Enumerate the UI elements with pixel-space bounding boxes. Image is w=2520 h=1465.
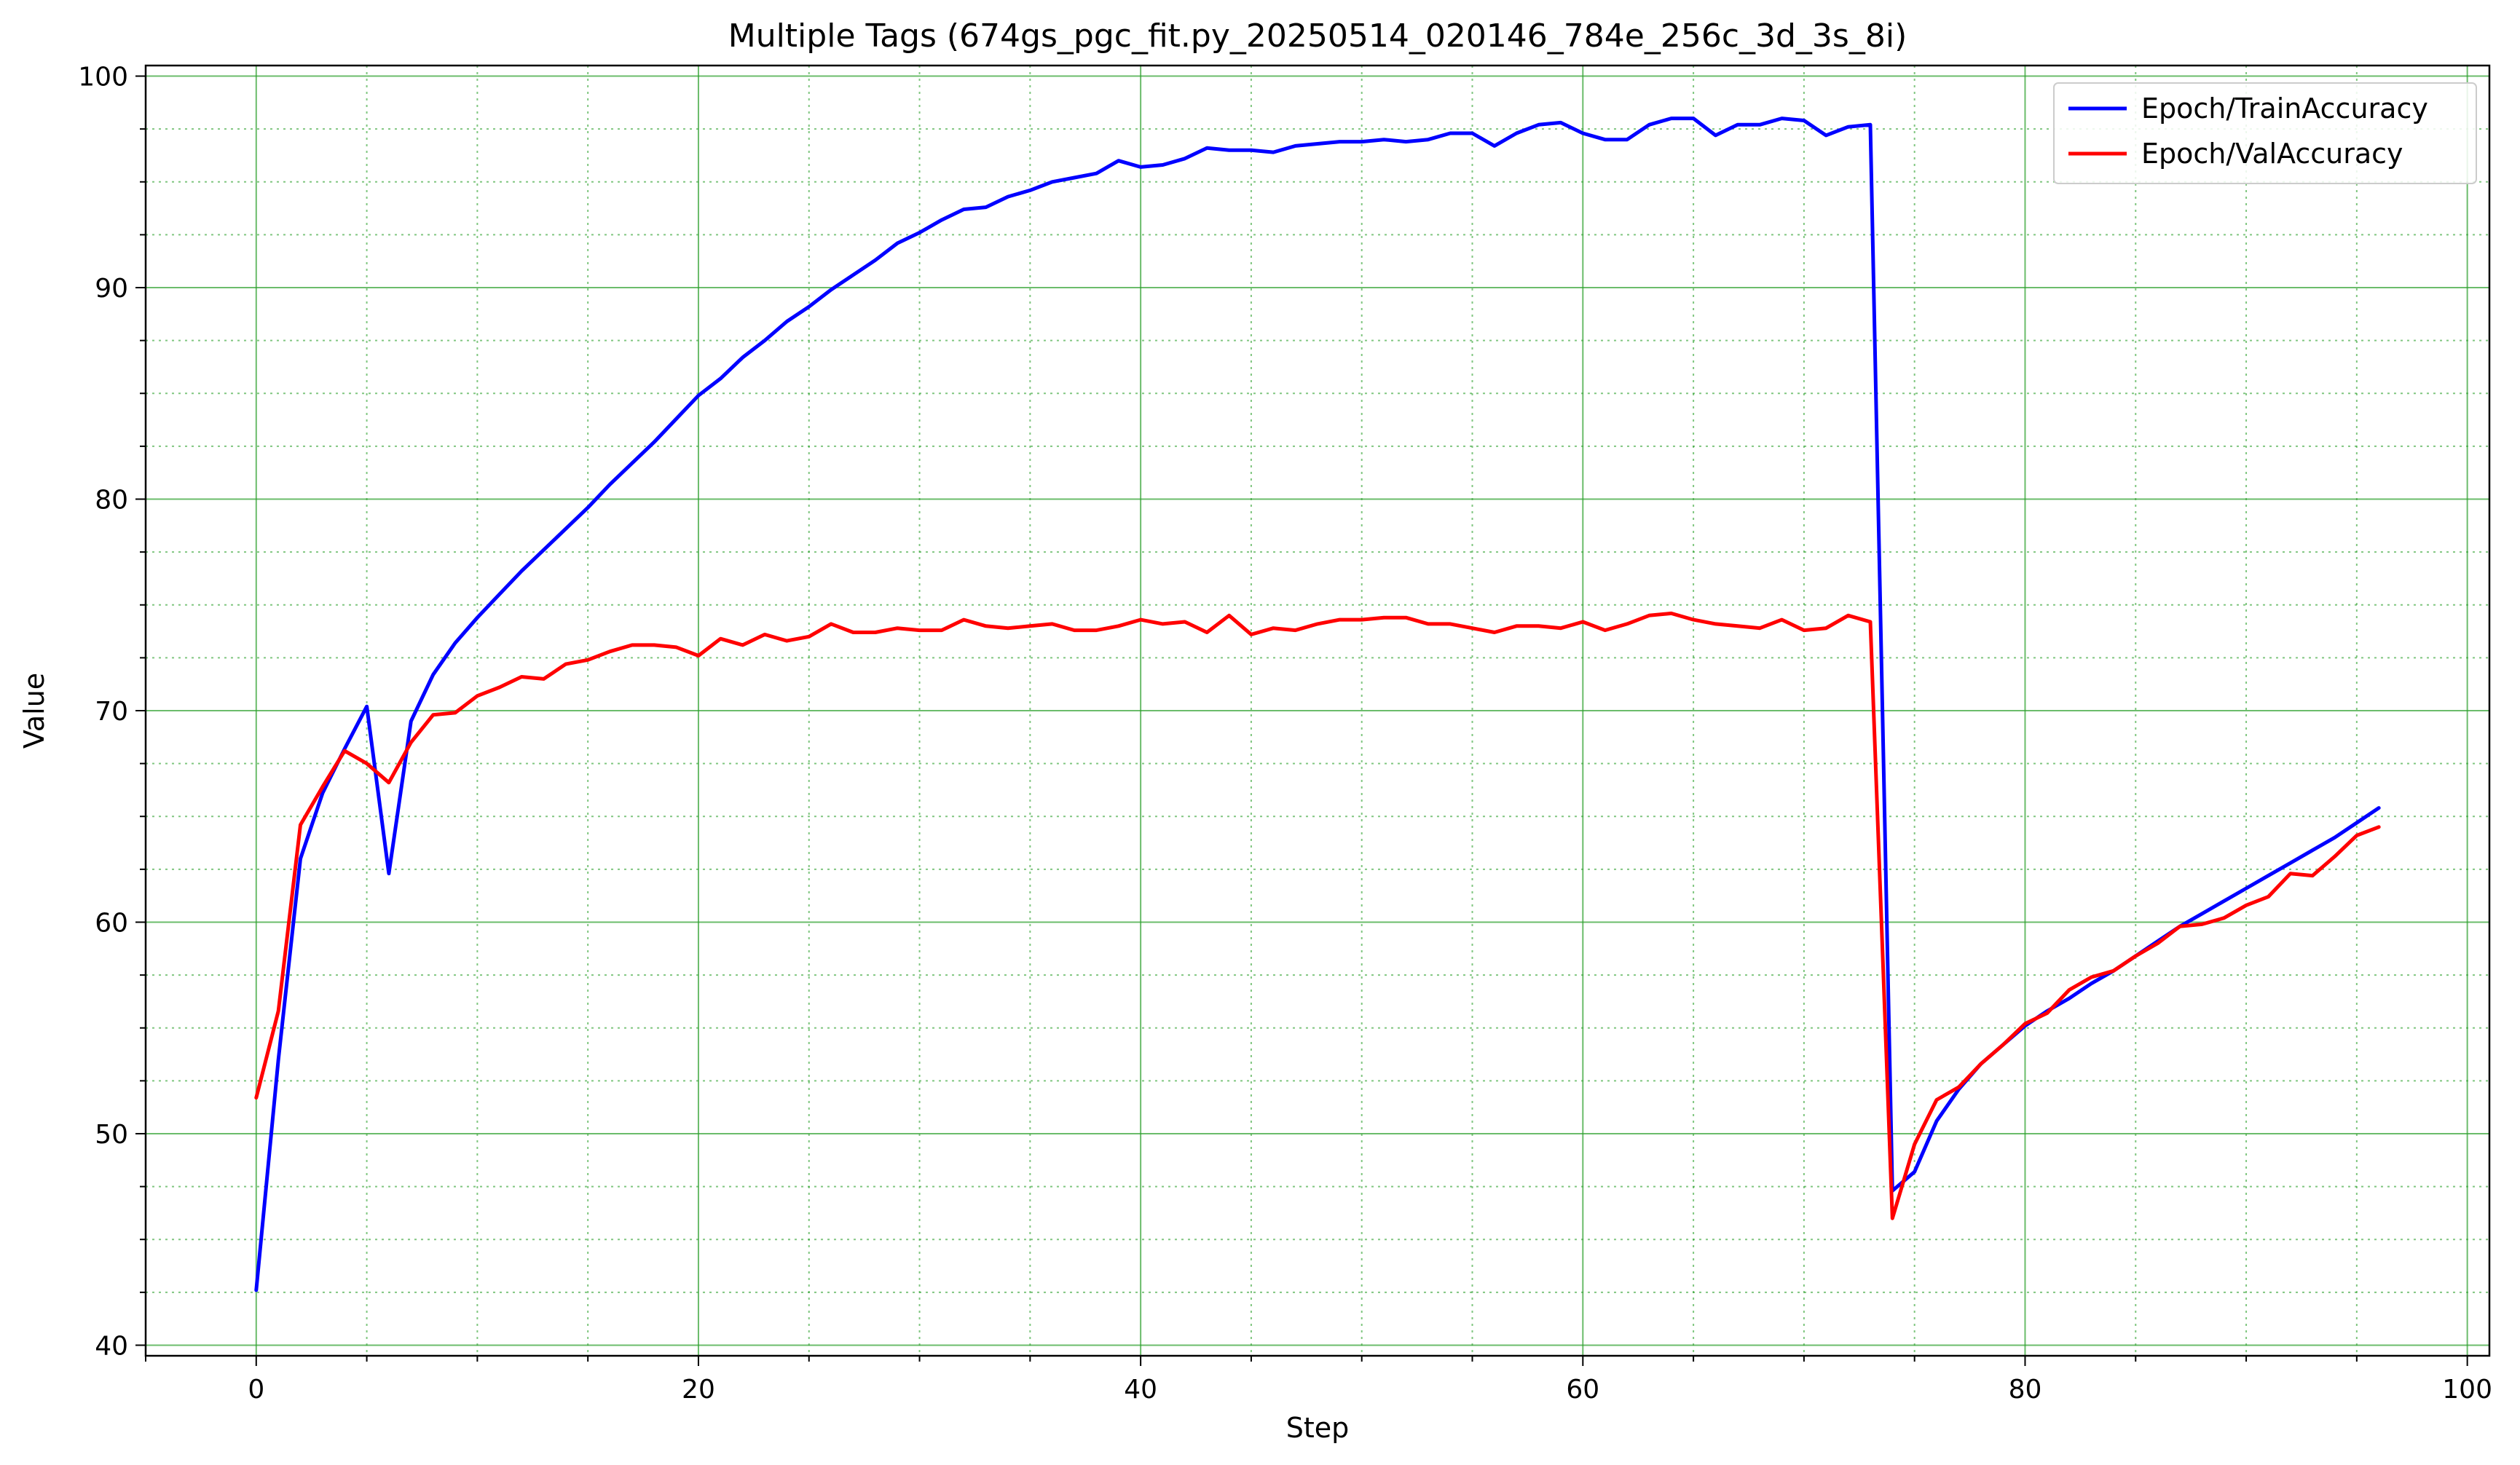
y-tick-label: 40 [95, 1331, 128, 1361]
legend: Epoch/TrainAccuracy Epoch/ValAccuracy [2053, 82, 2477, 184]
x-tick-label: 80 [2009, 1375, 2042, 1405]
y-tick-label: 60 [95, 908, 128, 938]
x-tick-label: 20 [682, 1375, 715, 1405]
chart-title: Multiple Tags (674gs_pgc_fit.py_20250514… [728, 17, 1907, 55]
y-tick-label: 70 [95, 697, 128, 727]
x-axis-label: Step [1286, 1412, 1350, 1444]
x-tick-label: 40 [1124, 1375, 1157, 1405]
x-tick-label: 60 [1566, 1375, 1599, 1405]
x-axis-ticks: 0 20 40 60 80 100 [145, 1356, 2492, 1405]
y-axis-ticks: 40 50 60 70 80 90 100 [78, 63, 146, 1361]
y-tick-label: 80 [95, 486, 128, 516]
legend-label-val-accuracy: Epoch/ValAccuracy [2141, 138, 2403, 170]
x-tick-label: 0 [248, 1375, 264, 1405]
series-line-val-accuracy [254, 611, 2381, 1220]
y-tick-label: 90 [95, 274, 128, 304]
legend-label-train-accuracy: Epoch/TrainAccuracy [2141, 92, 2428, 125]
series-layer [254, 117, 2381, 1292]
x-tick-label: 100 [2442, 1375, 2492, 1405]
y-tick-label: 100 [78, 63, 128, 92]
major-grid [146, 66, 2489, 1356]
y-tick-label: 50 [95, 1120, 128, 1150]
legend-box [2053, 82, 2477, 184]
y-axis-label: Value [18, 673, 50, 749]
